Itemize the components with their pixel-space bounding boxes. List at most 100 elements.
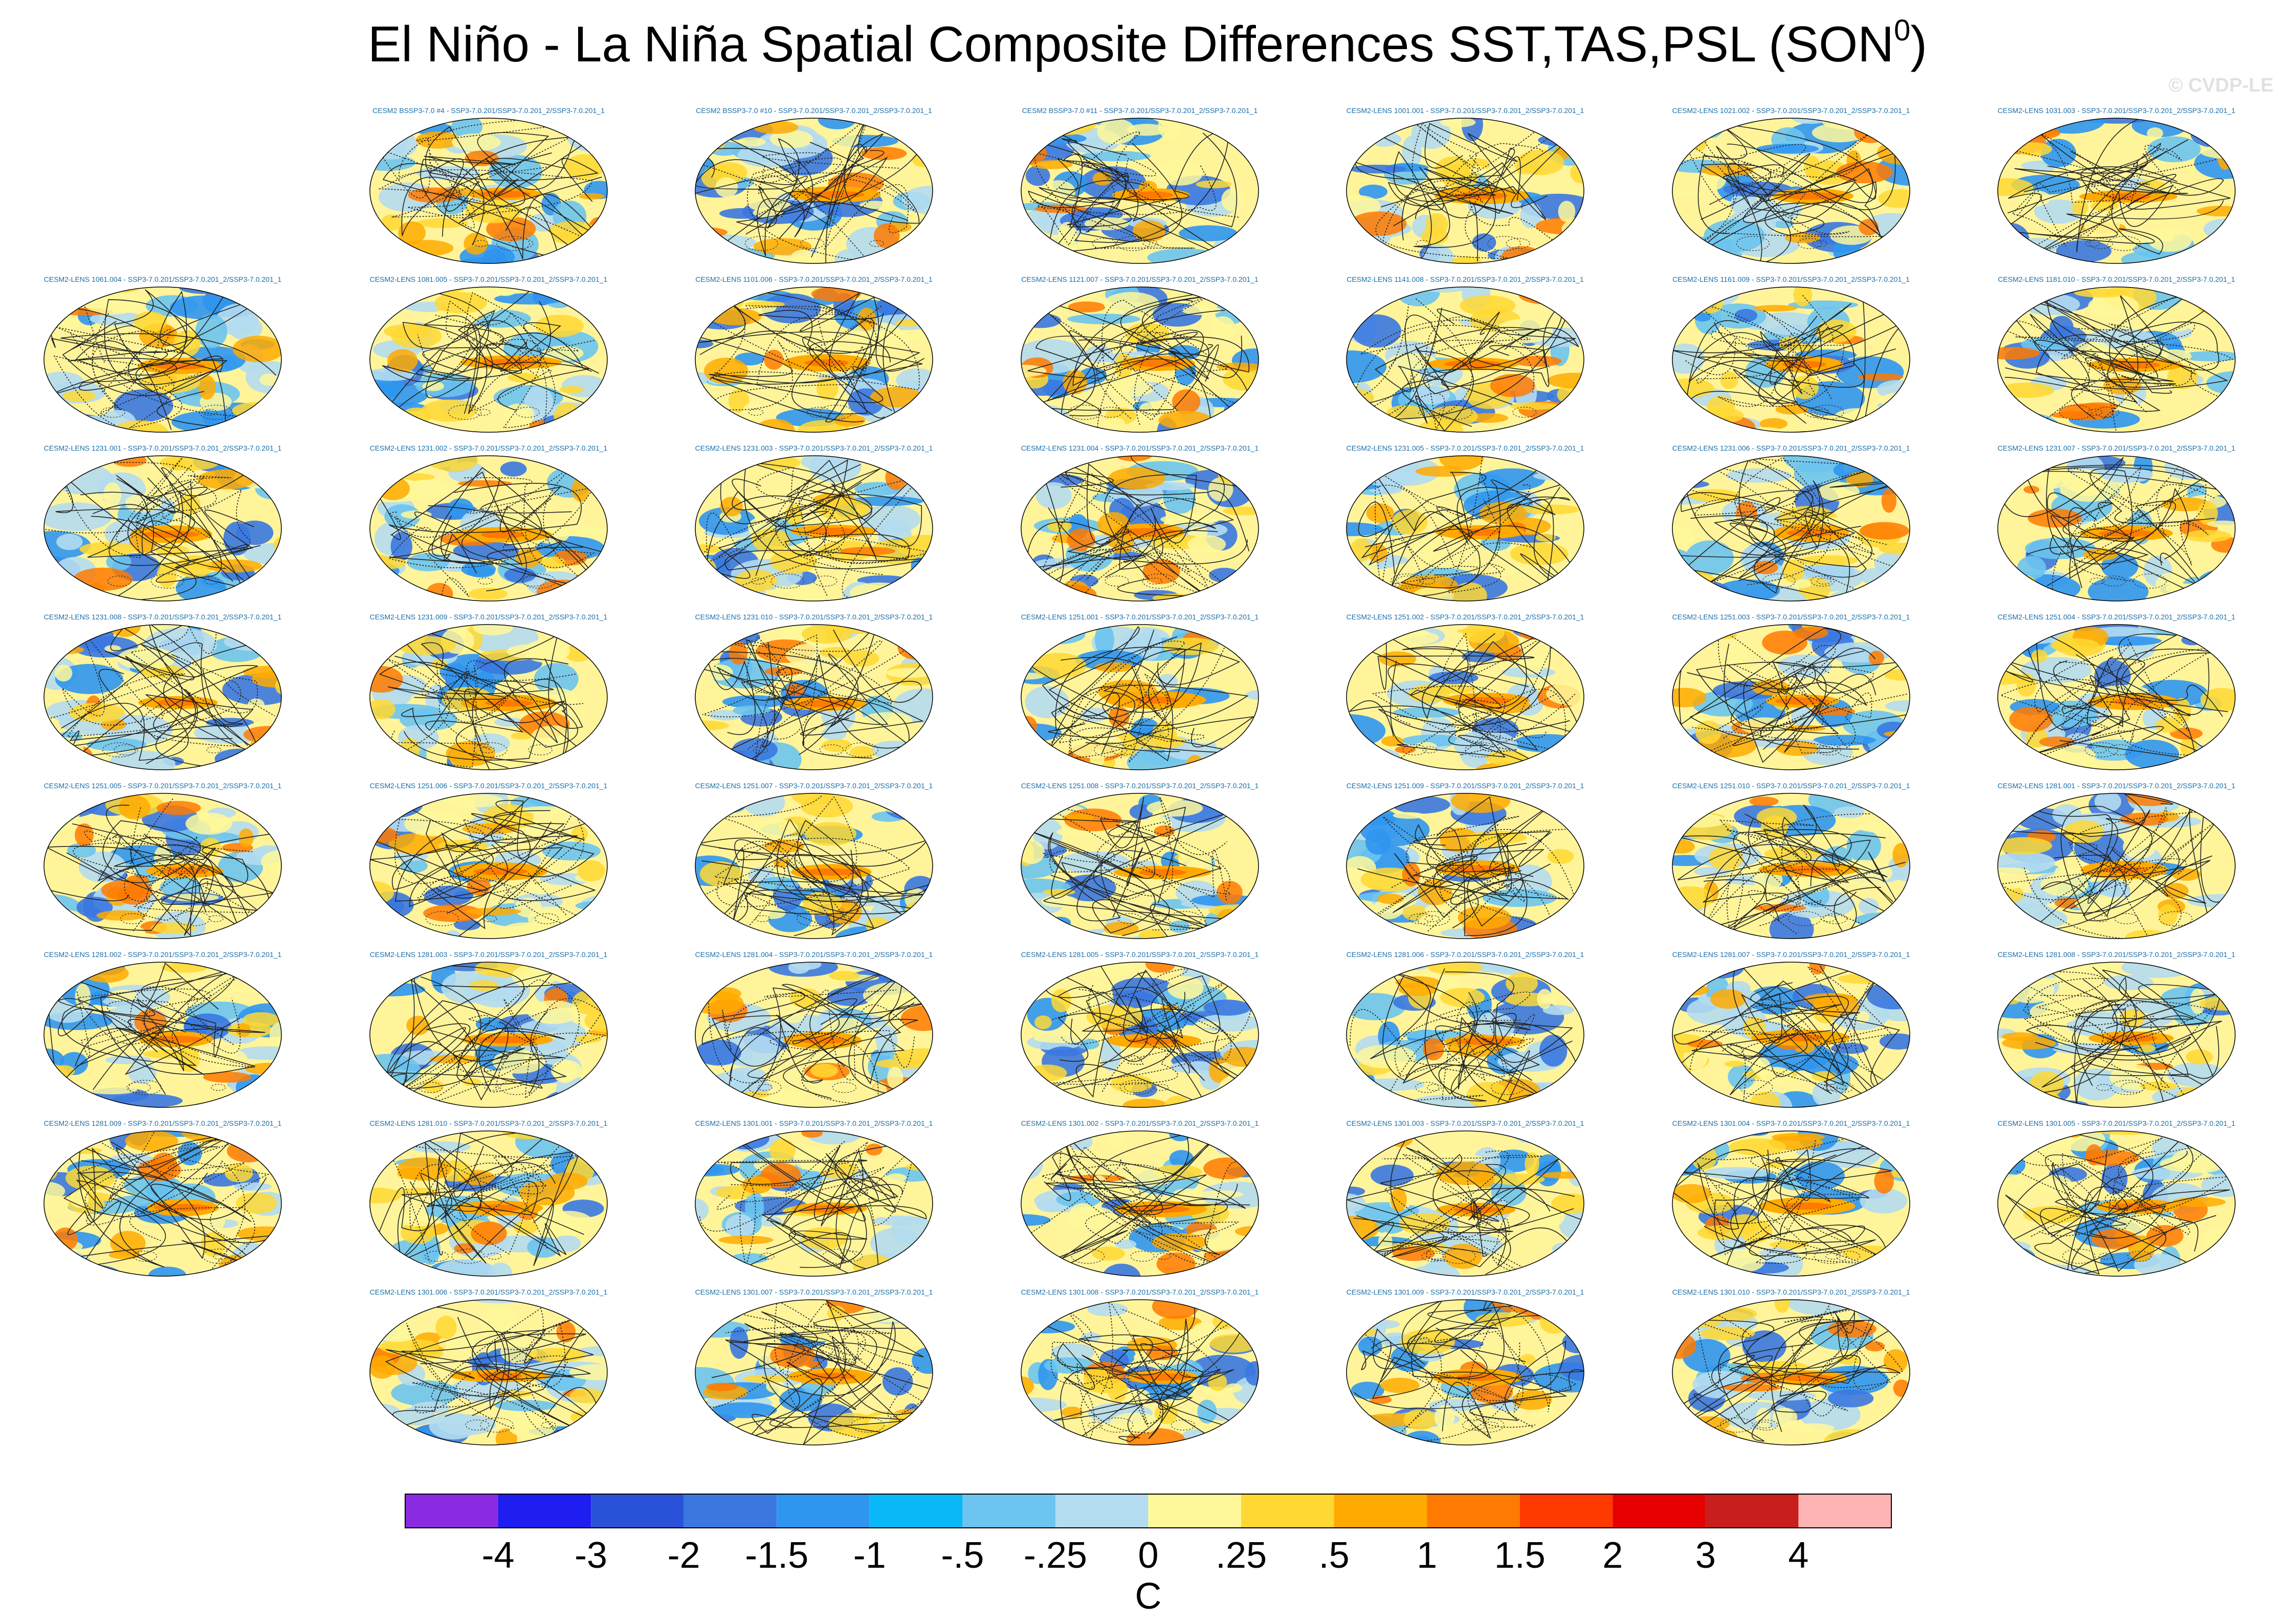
- anomaly-patch-warm: [829, 132, 859, 147]
- psl-contour: [1347, 1150, 1513, 1233]
- anomaly-patch-cool: [2017, 556, 2046, 580]
- robinson-map: [1346, 962, 1584, 1108]
- psl-contour: [1788, 911, 1822, 926]
- psl-contour: [420, 312, 556, 429]
- anomaly-patch-warm: [2167, 365, 2198, 389]
- anomaly-patch-cool: [504, 567, 536, 583]
- map-outline: [1672, 286, 1910, 433]
- psl-contour: [45, 489, 251, 549]
- colorbar-swatch: [1798, 1494, 1891, 1528]
- psl-contour: [2087, 409, 2103, 416]
- robinson-map: [43, 286, 282, 433]
- psl-contour: [100, 820, 259, 913]
- psl-contour: [714, 293, 921, 411]
- anomaly-patch-warm: [783, 1010, 804, 1024]
- anomaly-patch-warm: [1462, 625, 1505, 643]
- anomaly-patch-warm: [1440, 828, 1480, 853]
- psl-contour: [1762, 573, 1796, 589]
- robinson-map: [1672, 286, 1910, 433]
- anomaly-patch-cool: [1245, 1361, 1259, 1386]
- panel-label: CESM2-LENS 1181.010 - SSP3-7.0.201/SSP3-…: [1998, 275, 2235, 283]
- psl-contour: [1423, 294, 1563, 394]
- anomaly-patch-warm: [466, 907, 521, 916]
- psl-contour: [699, 1141, 917, 1232]
- anomaly-patch-warm: [1537, 989, 1553, 1009]
- psl-contour: [480, 1417, 514, 1433]
- anomaly-patch-warm: [1033, 1034, 1088, 1043]
- psl-contour: [1812, 240, 1827, 247]
- anomaly-patch-warm: [1108, 467, 1165, 490]
- robinson-map: [43, 1130, 282, 1277]
- anomaly-patch-cool: [400, 859, 428, 873]
- psl-contour: [1697, 118, 1877, 234]
- robinson-map: [369, 118, 608, 264]
- psl-contour: [1034, 636, 1249, 770]
- psl-contour: [1754, 1419, 1778, 1431]
- anomaly-patch-cool: [1885, 700, 1910, 712]
- psl-contour: [2049, 460, 2231, 555]
- psl-contour: [203, 1249, 236, 1264]
- anomaly-patch-cool: [1411, 118, 1451, 149]
- anomaly-patch-warm: [1188, 526, 1208, 539]
- anomaly-patch-warm: [1812, 1071, 1837, 1082]
- map-outline: [1672, 962, 1910, 1108]
- colorbar-swatch: [591, 1494, 684, 1528]
- anomaly-patch-cool: [1056, 1191, 1101, 1208]
- anomaly-patch-warm: [768, 1089, 804, 1105]
- psl-contour: [2029, 290, 2226, 390]
- anomaly-patch-warm: [529, 881, 552, 895]
- robinson-map: [1346, 286, 1584, 433]
- anomaly-patch-warm: [798, 420, 850, 432]
- colorbar-units: C: [1135, 1576, 1162, 1617]
- psl-contour: [1391, 573, 1424, 589]
- anomaly-patch-warm: [1395, 746, 1416, 753]
- robinson-map: [1346, 118, 1584, 264]
- anomaly-patch-cool: [792, 962, 822, 970]
- anomaly-patch-warm: [205, 559, 262, 573]
- colorbar-tick-label: -2: [668, 1535, 700, 1576]
- anomaly-patch-warm: [2207, 520, 2235, 528]
- anomaly-patch-cool: [1742, 1330, 1786, 1363]
- psl-contour: [377, 471, 523, 566]
- psl-contour: [1704, 851, 1909, 939]
- anomaly-patch-cool: [1067, 314, 1140, 324]
- enso-warm-core: [1783, 1374, 1834, 1382]
- anomaly-patch-warm: [1191, 1322, 1213, 1346]
- anomaly-patch-cool: [108, 750, 175, 770]
- anomaly-patch-warm: [416, 131, 460, 149]
- psl-contour: [484, 1084, 499, 1091]
- psl-contour: [698, 1141, 851, 1266]
- psl-contour: [732, 478, 922, 576]
- anomaly-patch-warm: [1392, 509, 1428, 535]
- anomaly-patch-warm: [1547, 849, 1574, 864]
- anomaly-patch-warm: [480, 1307, 516, 1333]
- anomaly-patch-cool: [2034, 199, 2083, 224]
- anomaly-patch-cool: [2052, 804, 2082, 826]
- anomaly-patch-warm: [469, 980, 499, 991]
- panel-label: CESM2-LENS 1281.006 - SSP3-7.0.201/SSP3-…: [1346, 950, 1584, 959]
- psl-contour: [1675, 1302, 1883, 1409]
- anomaly-patch-cool: [1197, 1399, 1217, 1423]
- anomaly-patch-warm: [85, 1085, 137, 1095]
- anomaly-patch-warm: [150, 922, 196, 934]
- psl-contour: [78, 1135, 232, 1268]
- anomaly-patch-warm: [1879, 542, 1910, 555]
- map-outline: [1997, 286, 2236, 433]
- map-outline: [695, 1130, 933, 1277]
- psl-contour: [401, 152, 602, 236]
- robinson-map: [1997, 118, 2236, 264]
- anomaly-patch-warm: [1672, 525, 1694, 547]
- enso-warm-core: [801, 868, 862, 876]
- psl-contour: [1771, 1320, 1886, 1432]
- psl-contour: [1351, 304, 1445, 432]
- psl-contour: [1441, 1340, 1568, 1421]
- anomaly-patch-cool: [872, 1215, 925, 1226]
- panel-label: CESM2-LENS 1251.003 - SSP3-7.0.201/SSP3-…: [1672, 613, 1910, 621]
- psl-contour: [1030, 179, 1195, 249]
- psl-contour: [1396, 575, 1420, 587]
- anomaly-patch-warm: [1764, 847, 1822, 861]
- psl-contour: [1068, 405, 1101, 420]
- psl-contour: [1086, 972, 1221, 1062]
- anomaly-patch-warm: [225, 1163, 253, 1183]
- psl-contour: [1484, 1421, 1499, 1429]
